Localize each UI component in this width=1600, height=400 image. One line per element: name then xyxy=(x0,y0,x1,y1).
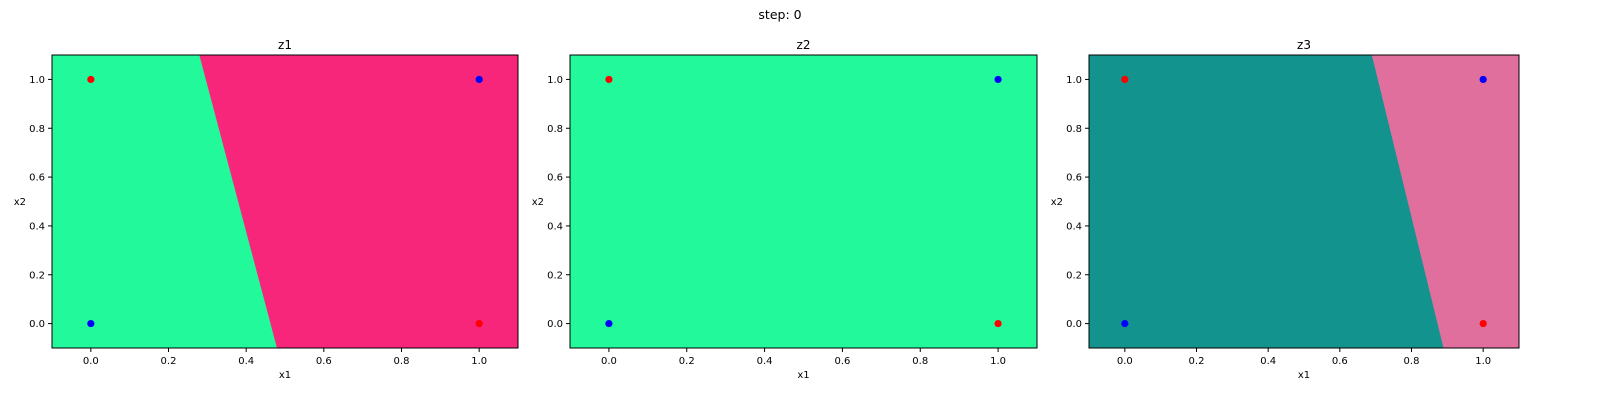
data-point-4 xyxy=(1479,319,1487,328)
x-tick-label: 0.2 xyxy=(1189,356,1205,367)
x-tick-label: 0.8 xyxy=(912,356,928,367)
x-tick-label: 0.6 xyxy=(316,356,332,367)
y-tick-label: 0.2 xyxy=(1066,270,1082,281)
y-axis-label: x2 xyxy=(1051,197,1063,208)
subplot-z3: 0.0 0.2 0.4 0.6 0.8 1.0 0.0 0.2 0.4 0.6 0.8 1.0 z3 x1… xyxy=(1051,38,1520,381)
y-tick-label: 0.2 xyxy=(29,270,45,281)
subplot-z1: 0.0 0.2 0.4 0.6 0.8 1.0 0.0 0.2 0.4 0.6 0.8 1.0 z1 x1… xyxy=(14,38,519,381)
data-point-3 xyxy=(87,319,95,328)
subplot-title: z2 xyxy=(797,38,811,52)
x-tick-label: 0.4 xyxy=(1260,356,1276,367)
data-point-4 xyxy=(475,319,483,328)
y-axis-label: x2 xyxy=(14,197,26,208)
data-point-4 xyxy=(994,319,1002,328)
subplot-z2: 0.0 0.2 0.4 0.6 0.8 1.0 0.0 0.2 0.4 0.6 0.8 1.0 z2 x1… xyxy=(532,38,1038,381)
x-tick-label: 0.4 xyxy=(238,356,254,367)
y-tick-label: 0.4 xyxy=(547,221,563,232)
data-point-3 xyxy=(605,319,613,328)
y-tick-label: 0.6 xyxy=(547,173,563,184)
y-tick-label: 0.6 xyxy=(29,173,45,184)
axes-frame xyxy=(1088,54,1520,349)
y-tick-label: 0.8 xyxy=(1066,124,1082,135)
y-axis-label: x2 xyxy=(532,197,544,208)
data-point-1 xyxy=(605,75,613,84)
x-tick-label: 0.6 xyxy=(834,356,850,367)
x-tick-label: 0.2 xyxy=(679,356,695,367)
y-tick-label: 0.0 xyxy=(1066,319,1082,330)
data-point-2 xyxy=(1479,75,1487,84)
x-tick-label: 0.8 xyxy=(1404,356,1420,367)
x-tick-label: 0.0 xyxy=(83,356,99,367)
y-tick-label: 0.8 xyxy=(547,124,563,135)
data-point-1 xyxy=(1121,75,1129,84)
data-point-3 xyxy=(1121,319,1129,328)
x-axis-label: x1 xyxy=(279,370,291,381)
subplot-title: z1 xyxy=(278,38,292,52)
x-axis-label: x1 xyxy=(1298,370,1310,381)
y-tick-label: 0.6 xyxy=(1066,173,1082,184)
figure-suptitle: step: 0 xyxy=(758,7,801,22)
y-tick-label: 0.2 xyxy=(547,270,563,281)
axes-frame xyxy=(51,54,519,349)
subplot-title: z3 xyxy=(1297,38,1311,52)
data-point-2 xyxy=(994,75,1002,84)
x-axis-label: x1 xyxy=(797,370,809,381)
x-tick-label: 0.4 xyxy=(757,356,773,367)
y-tick-label: 0.0 xyxy=(29,319,45,330)
x-tick-label: 0.2 xyxy=(161,356,177,367)
y-tick-label: 0.0 xyxy=(547,319,563,330)
y-tick-label: 1.0 xyxy=(1066,75,1082,86)
y-tick-label: 0.4 xyxy=(1066,221,1082,232)
x-tick-label: 0.0 xyxy=(601,356,617,367)
data-point-1 xyxy=(87,75,95,84)
y-tick-label: 0.8 xyxy=(29,124,45,135)
y-tick-label: 0.4 xyxy=(29,221,45,232)
x-tick-label: 0.0 xyxy=(1117,356,1133,367)
subplots: 0.0 0.2 0.4 0.6 0.8 1.0 0.0 0.2 0.4 0.6 0.8 1.0 z1 x1… xyxy=(14,38,1520,381)
x-tick-label: 1.0 xyxy=(990,356,1006,367)
axes-frame xyxy=(569,54,1038,349)
data-point-2 xyxy=(475,75,483,84)
x-tick-label: 0.8 xyxy=(394,356,410,367)
x-tick-label: 1.0 xyxy=(1475,356,1491,367)
y-tick-label: 1.0 xyxy=(547,75,563,86)
x-tick-label: 0.6 xyxy=(1332,356,1348,367)
x-tick-label: 1.0 xyxy=(471,356,487,367)
y-tick-label: 1.0 xyxy=(29,75,45,86)
decision-region-1 xyxy=(569,54,1038,349)
